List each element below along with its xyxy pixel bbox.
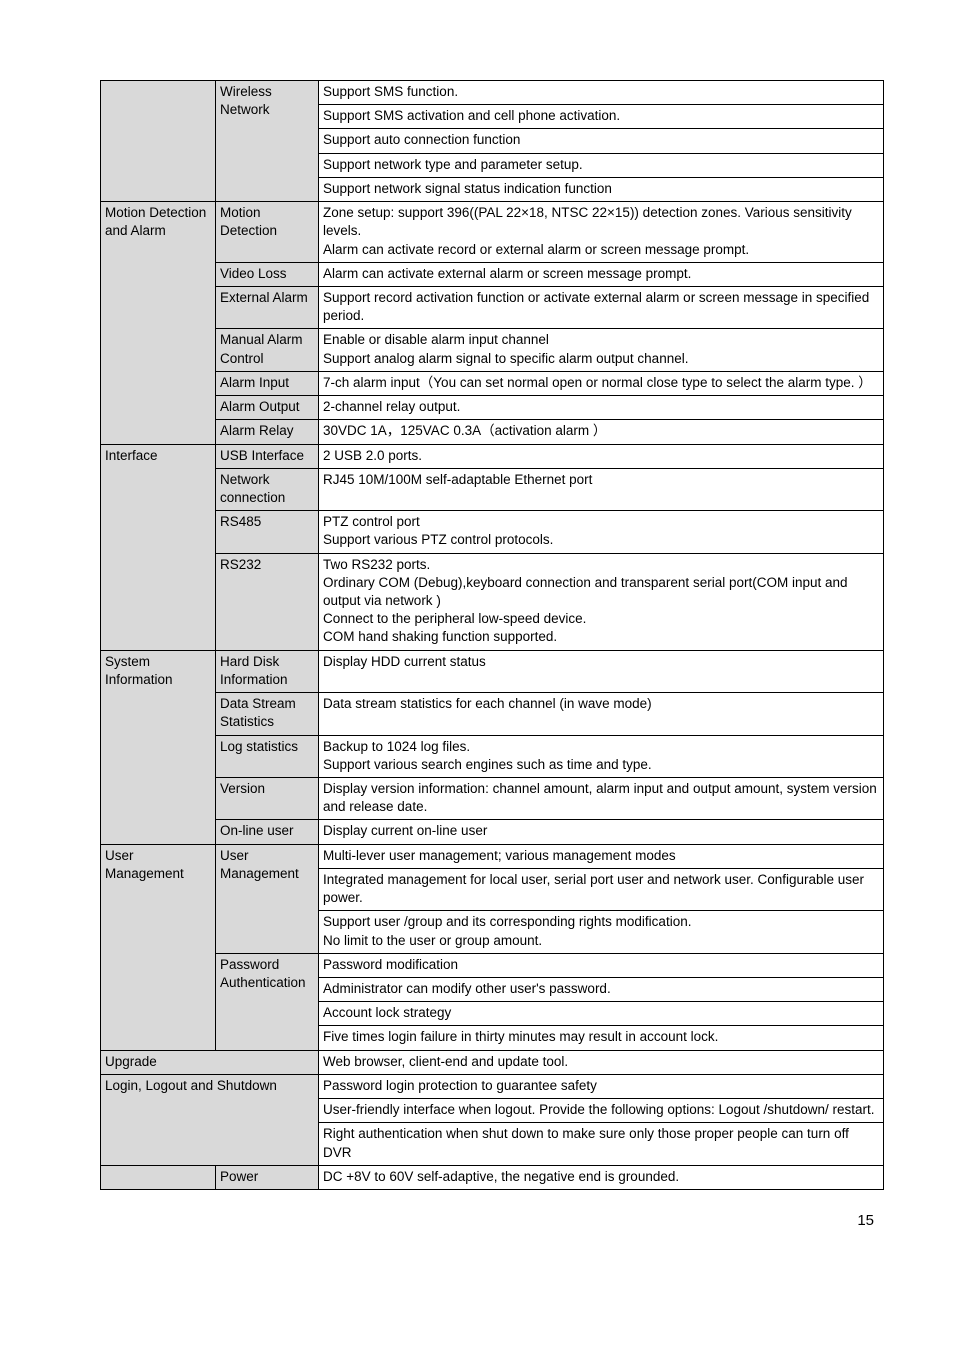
spec-value-cell: 30VDC 1A，125VAC 0.3A（activation alarm ） xyxy=(319,420,884,444)
spec-label-cell: Upgrade xyxy=(101,1050,319,1074)
spec-value-cell: Enable or disable alarm input channelSup… xyxy=(319,329,884,371)
spec-label-cell: Alarm Output xyxy=(216,396,319,420)
spec-label-cell: Interface xyxy=(101,444,216,650)
spec-value-cell: Support network type and parameter setup… xyxy=(319,153,884,177)
spec-label-cell: RS232 xyxy=(216,553,319,650)
spec-value-cell: DC +8V to 60V self-adaptive, the negativ… xyxy=(319,1165,884,1189)
spec-label-cell xyxy=(101,1165,216,1189)
spec-value-cell: RJ45 10M/100M self-adaptable Ethernet po… xyxy=(319,468,884,510)
spec-value-cell: Display HDD current status xyxy=(319,650,884,692)
spec-value-cell: Integrated management for local user, se… xyxy=(319,868,884,910)
spec-label-cell: Wireless Network xyxy=(216,81,319,202)
spec-value-cell: Support record activation function or ac… xyxy=(319,286,884,328)
spec-value-cell: Support user /group and its correspondin… xyxy=(319,911,884,953)
spec-value-cell: Multi-lever user management; various man… xyxy=(319,844,884,868)
spec-value-cell: Administrator can modify other user's pa… xyxy=(319,977,884,1001)
spec-label-cell: System Information xyxy=(101,650,216,844)
spec-value-cell: Support SMS activation and cell phone ac… xyxy=(319,105,884,129)
spec-value-cell: Password login protection to guarantee s… xyxy=(319,1074,884,1098)
spec-table: Wireless NetworkSupport SMS function.Sup… xyxy=(100,80,884,1190)
spec-label-cell: User Management xyxy=(101,844,216,1050)
spec-value-cell: Display current on-line user xyxy=(319,820,884,844)
spec-label-cell: Power xyxy=(216,1165,319,1189)
spec-label-cell: Video Loss xyxy=(216,262,319,286)
spec-value-cell: Display version information: channel amo… xyxy=(319,778,884,820)
spec-value-cell: Web browser, client-end and update tool. xyxy=(319,1050,884,1074)
spec-value-cell: Zone setup: support 396((PAL 22×18, NTSC… xyxy=(319,202,884,263)
spec-value-cell: Support auto connection function xyxy=(319,129,884,153)
spec-value-cell: 2-channel relay output. xyxy=(319,396,884,420)
spec-label-cell: Data Stream Statistics xyxy=(216,693,319,735)
spec-value-cell: Backup to 1024 log files.Support various… xyxy=(319,735,884,777)
spec-value-cell: PTZ control portSupport various PTZ cont… xyxy=(319,511,884,553)
spec-label-cell: USB Interface xyxy=(216,444,319,468)
spec-label-cell: Network connection xyxy=(216,468,319,510)
spec-label-cell: Hard Disk Information xyxy=(216,650,319,692)
spec-value-cell: 2 USB 2.0 ports. xyxy=(319,444,884,468)
spec-label-cell: Manual Alarm Control xyxy=(216,329,319,371)
spec-value-cell: Support SMS function. xyxy=(319,81,884,105)
spec-value-cell: Alarm can activate external alarm or scr… xyxy=(319,262,884,286)
spec-value-cell: Five times login failure in thirty minut… xyxy=(319,1026,884,1050)
spec-label-cell: RS485 xyxy=(216,511,319,553)
spec-label-cell: Alarm Relay xyxy=(216,420,319,444)
spec-label-cell: Log statistics xyxy=(216,735,319,777)
spec-label-cell xyxy=(101,81,216,202)
spec-label-cell: Login, Logout and Shutdown xyxy=(101,1074,319,1165)
spec-value-cell: Two RS232 ports.Ordinary COM (Debug),key… xyxy=(319,553,884,650)
spec-label-cell: External Alarm xyxy=(216,286,319,328)
spec-value-cell: Password modification xyxy=(319,953,884,977)
spec-label-cell: Alarm Input xyxy=(216,371,319,395)
spec-value-cell: User-friendly interface when logout. Pro… xyxy=(319,1099,884,1123)
spec-label-cell: Motion Detection and Alarm xyxy=(101,202,216,444)
spec-label-cell: Password Authentication xyxy=(216,953,319,1050)
spec-label-cell: On-line user xyxy=(216,820,319,844)
spec-value-cell: Support network signal status indication… xyxy=(319,177,884,201)
page-number: 15 xyxy=(100,1190,884,1229)
spec-label-cell: Motion Detection xyxy=(216,202,319,263)
spec-value-cell: 7-ch alarm input（You can set normal open… xyxy=(319,371,884,395)
spec-value-cell: Account lock strategy xyxy=(319,1002,884,1026)
spec-value-cell: Data stream statistics for each channel … xyxy=(319,693,884,735)
spec-value-cell: Right authentication when shut down to m… xyxy=(319,1123,884,1165)
spec-label-cell: User Management xyxy=(216,844,319,953)
spec-label-cell: Version xyxy=(216,778,319,820)
